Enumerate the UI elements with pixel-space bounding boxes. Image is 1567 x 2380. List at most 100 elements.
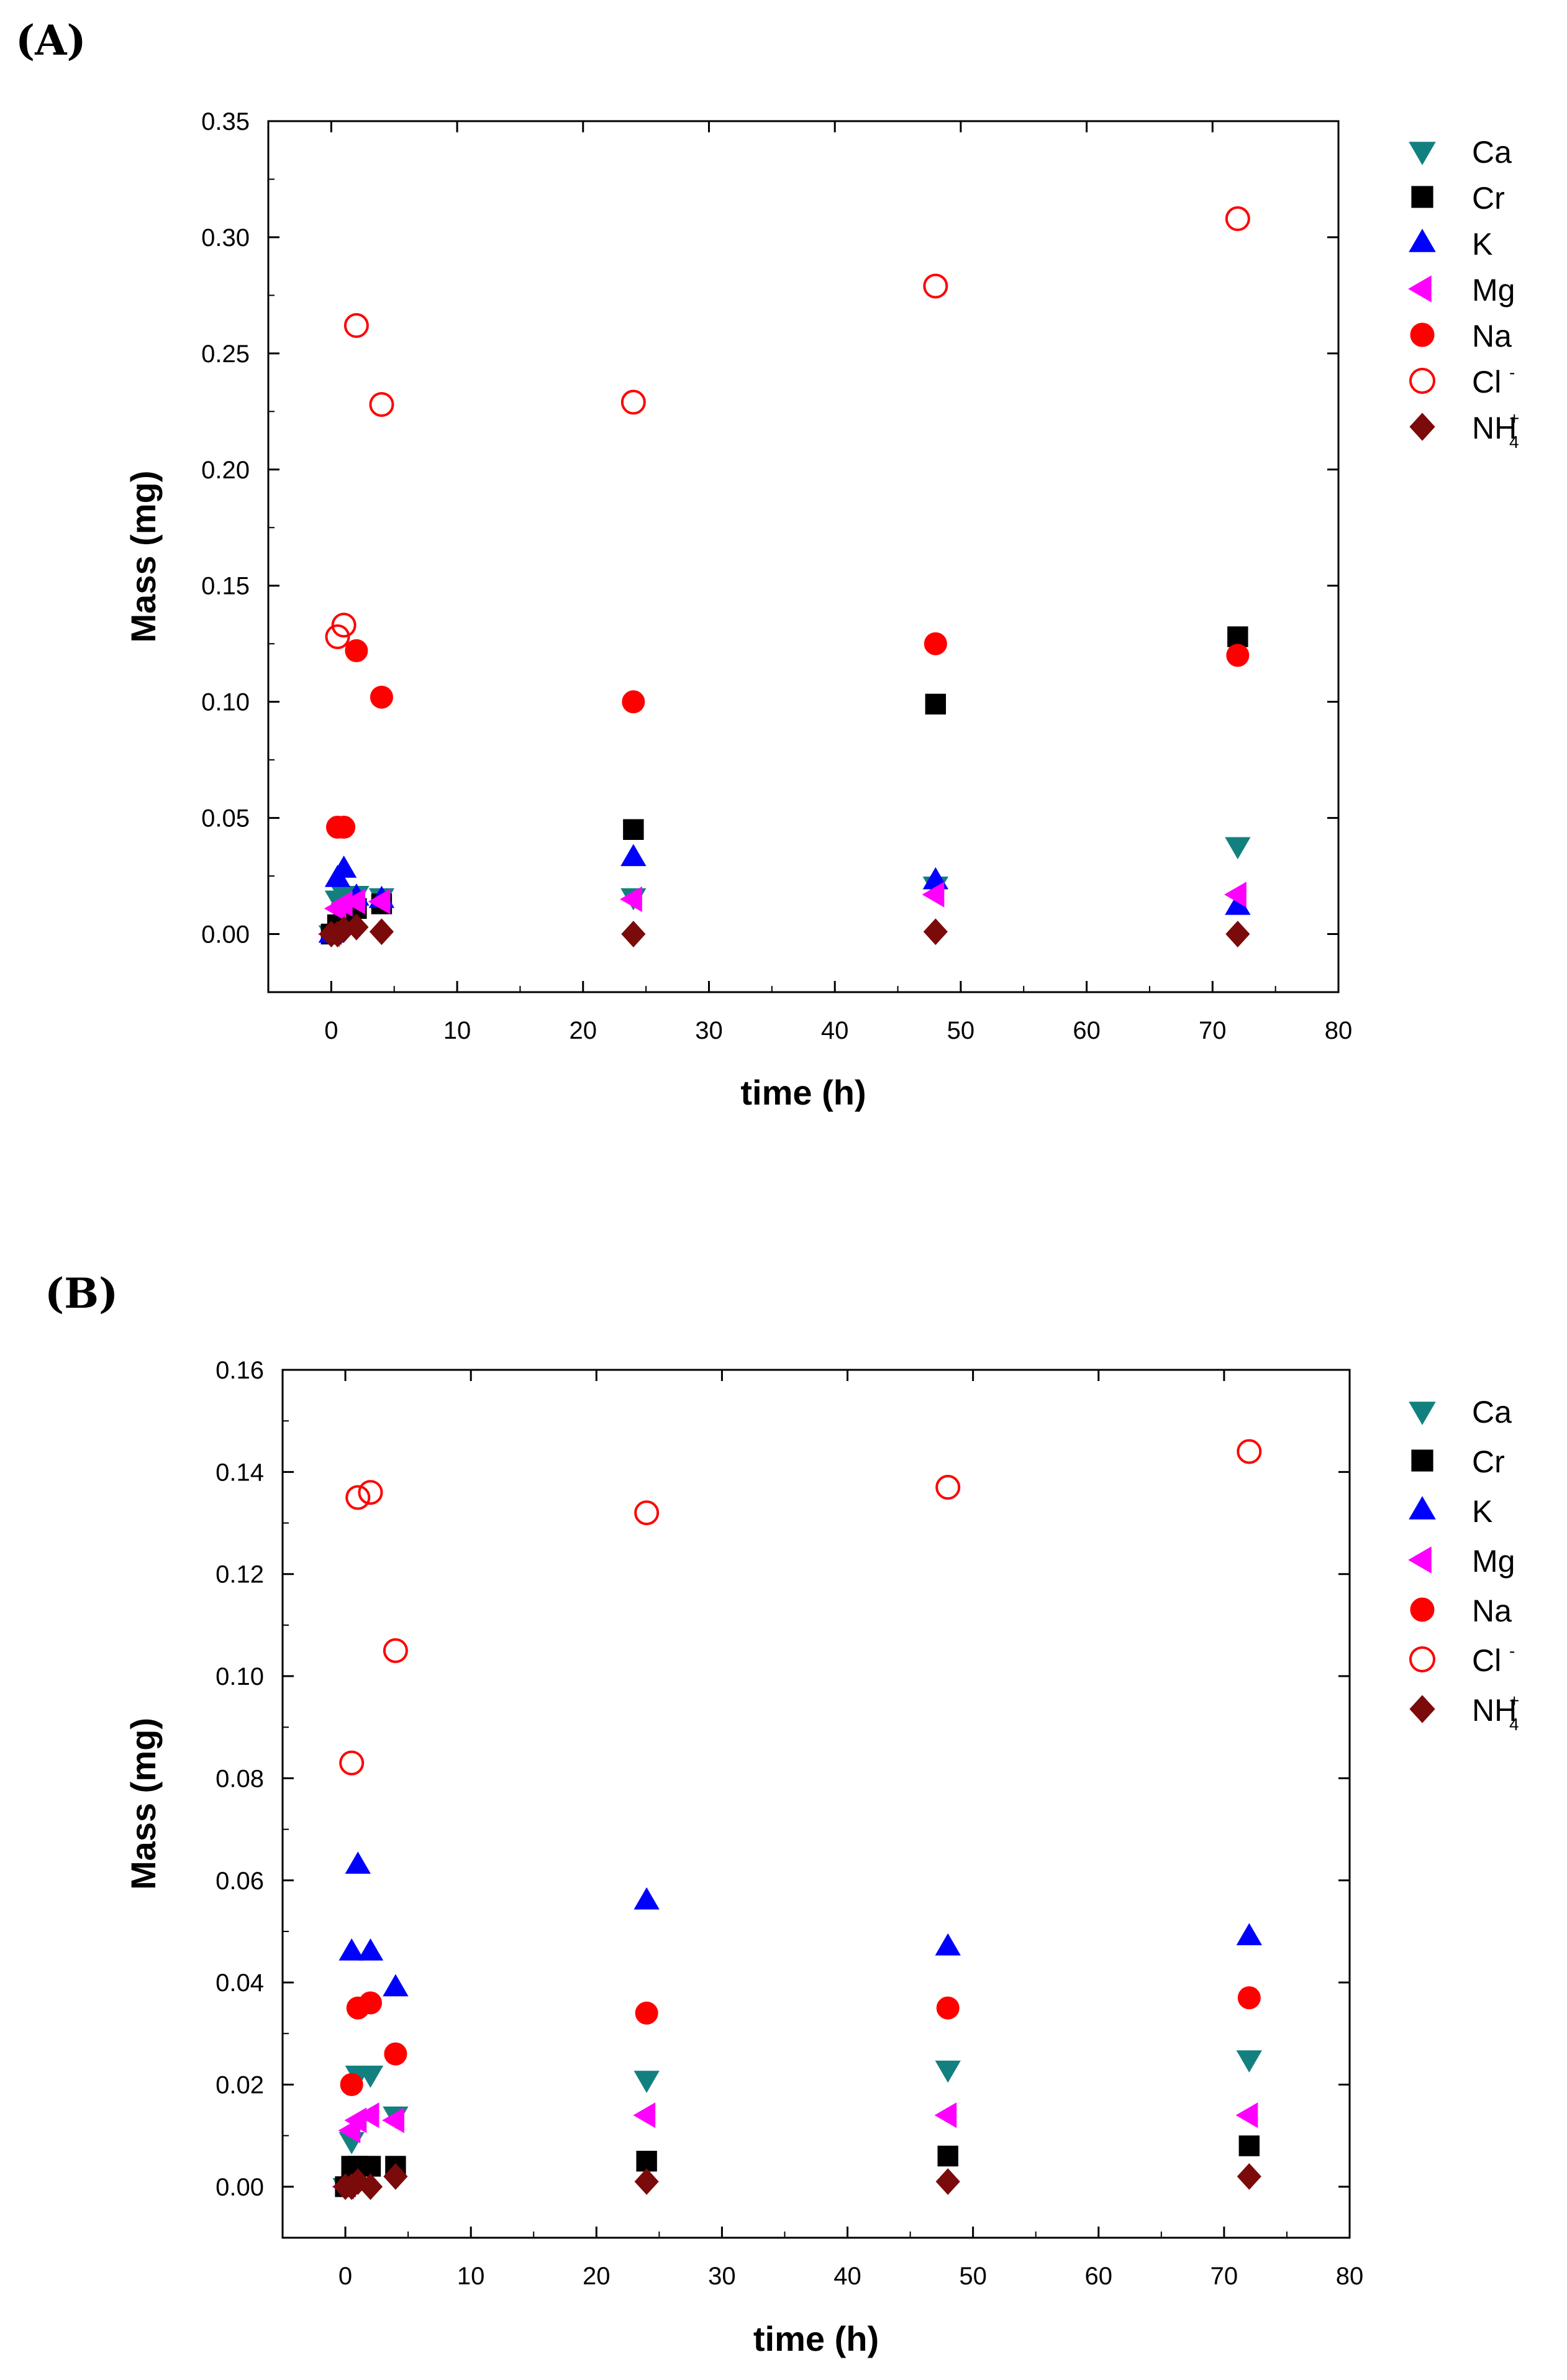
- y-tick-label: 0.12: [216, 1561, 264, 1589]
- series-cr: [320, 626, 1248, 945]
- data-point-cr: [1227, 626, 1248, 647]
- data-point-cl: [339, 1750, 365, 1776]
- data-point-na: [345, 639, 368, 662]
- data-point-nh: [935, 2168, 960, 2195]
- legend-marker-k: [1409, 229, 1436, 252]
- series-ca: [332, 2050, 1262, 2200]
- data-point-ca: [634, 2071, 660, 2093]
- x-tick-label: 30: [695, 1017, 723, 1044]
- legend-marker-mg: [1408, 1546, 1432, 1574]
- data-point-mg: [368, 888, 391, 914]
- y-tick-label: 0.08: [216, 1765, 264, 1792]
- x-tick-label: 10: [443, 1017, 471, 1044]
- data-point-cr: [623, 819, 644, 840]
- legend-marker-ca: [1409, 1402, 1436, 1425]
- data-point-mg: [934, 2102, 957, 2128]
- data-point-mg: [343, 888, 365, 914]
- data-point-cl: [369, 392, 394, 417]
- series-nh: [319, 913, 1250, 947]
- data-point-mg: [922, 882, 945, 908]
- data-point-ca: [357, 2066, 384, 2088]
- legend-label-cl: Cl -: [1472, 1641, 1515, 1678]
- legend-label-na: Na: [1472, 1594, 1512, 1628]
- y-axis-title: Mass (mg): [124, 471, 163, 643]
- y-tick-label: 0.25: [201, 340, 250, 368]
- data-point-nh: [358, 2173, 383, 2200]
- data-point-ca: [1236, 2050, 1262, 2073]
- data-point-na: [1226, 644, 1250, 667]
- data-point-cl: [620, 390, 646, 415]
- series-ca: [318, 837, 1251, 948]
- data-point-cl: [358, 1480, 383, 1505]
- legend-marker-na: [1410, 322, 1435, 347]
- data-point-na: [936, 1996, 960, 2020]
- plot-frame: [267, 120, 1340, 993]
- data-point-mg: [357, 2102, 379, 2128]
- data-point-na: [1237, 1986, 1261, 2010]
- legend-label-mg: Mg: [1472, 1544, 1515, 1579]
- data-point-cl: [935, 1475, 961, 1500]
- data-point-cl: [634, 1500, 660, 1526]
- x-axis-title: time (h): [740, 1073, 866, 1112]
- chart-panel-b: (B) 0 10 20 30 40 50 60 70 80 0.00 0.02 0.04 0.06 0.08…: [45, 1269, 1519, 2358]
- series-na: [325, 632, 1250, 839]
- legend-marker-cr: [1411, 1449, 1433, 1472]
- y-tick-label: 0.05: [201, 805, 250, 832]
- legend-label-cl: Cl -: [1472, 363, 1515, 399]
- x-tick-label: 20: [583, 2263, 611, 2290]
- panel-label: (B): [45, 1269, 118, 1318]
- data-point-nh: [621, 921, 646, 947]
- y-tick-label: 0.10: [201, 689, 250, 716]
- x-tick-label: 40: [821, 1017, 849, 1044]
- data-point-cl: [345, 1485, 371, 1510]
- data-point-k: [345, 1851, 371, 1874]
- y-tick-label: 0.00: [201, 921, 250, 949]
- data-point-cr: [925, 693, 947, 715]
- data-point-na: [358, 1991, 382, 2015]
- legend-label-ca: Ca: [1472, 1395, 1512, 1429]
- series-cl: [339, 1439, 1262, 1776]
- data-point-mg: [382, 2107, 404, 2133]
- y-tick-label: 0.20: [201, 457, 250, 484]
- y-tick-label: 0.14: [216, 1459, 264, 1486]
- x-tick-label: 40: [833, 2263, 861, 2290]
- data-point-k: [634, 1887, 660, 1910]
- x-tick-label: 0: [324, 1017, 338, 1044]
- data-point-mg: [1235, 2102, 1258, 2128]
- series-cl: [325, 206, 1250, 649]
- legend-marker-nh: [1409, 1695, 1435, 1723]
- y-tick-label: 0.06: [216, 1867, 264, 1895]
- data-point-na: [924, 632, 947, 655]
- data-point-nh: [923, 918, 948, 946]
- legend-label-k: K: [1472, 1494, 1492, 1529]
- data-point-cl: [1225, 206, 1250, 232]
- x-tick-label: 80: [1336, 2263, 1364, 2290]
- x-tick-label: 20: [570, 1017, 597, 1044]
- data-point-na: [622, 690, 645, 714]
- legend-marker-na: [1410, 1597, 1435, 1622]
- legend-label-cr: Cr: [1472, 181, 1505, 216]
- data-point-cr: [937, 2145, 958, 2167]
- legend-label-na: Na: [1472, 319, 1512, 353]
- data-point-mg: [620, 886, 642, 913]
- x-tick-label: 0: [338, 2263, 352, 2290]
- legend-label-cr: Cr: [1472, 1444, 1505, 1479]
- legend-label-nh: NH+ 4: [1472, 409, 1519, 452]
- series-mg: [332, 2102, 1258, 2200]
- y-tick-label: 0.15: [201, 573, 250, 600]
- data-point-k: [383, 1974, 409, 1997]
- data-point-na: [384, 2042, 407, 2066]
- legend-marker-k: [1409, 1496, 1436, 1520]
- legend-marker-nh: [1409, 413, 1435, 441]
- x-tick-label: 10: [457, 2263, 485, 2290]
- data-point-cr: [360, 2156, 381, 2177]
- x-tick-label: 70: [1199, 1017, 1227, 1044]
- y-tick-label: 0.16: [216, 1357, 264, 1384]
- data-point-k: [338, 1938, 365, 1961]
- legend: Ca Cr K Mg Na Cl - NH+ 4: [1408, 1395, 1519, 1734]
- y-tick-label: 0.30: [201, 224, 250, 252]
- y-tick-label: 0.10: [216, 1663, 264, 1690]
- legend-marker-ca: [1409, 142, 1436, 165]
- x-tick-label: 60: [1085, 2263, 1113, 2290]
- data-point-cl: [331, 613, 357, 638]
